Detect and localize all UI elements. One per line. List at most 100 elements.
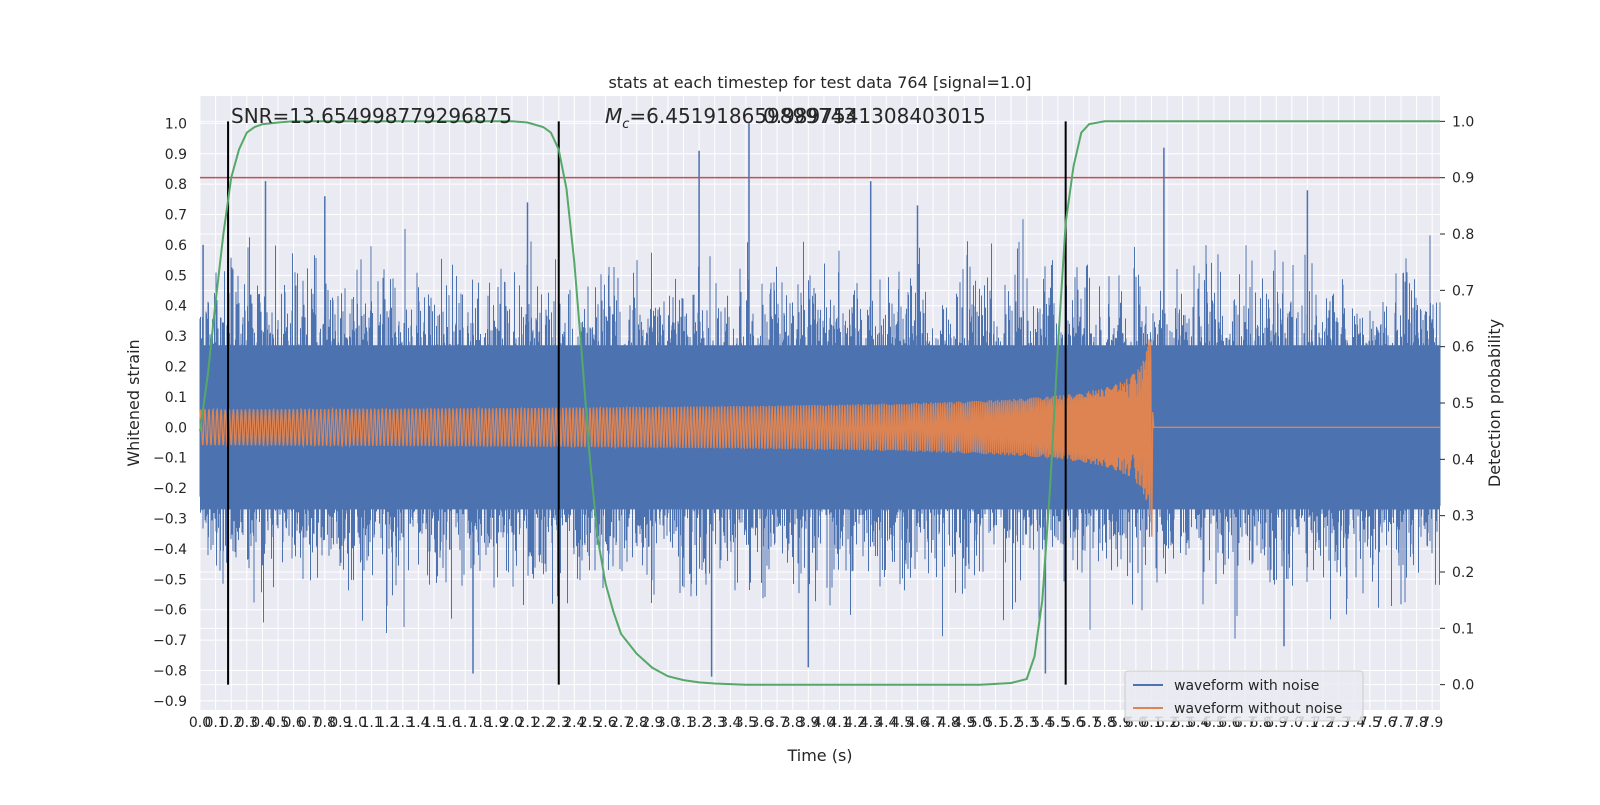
x-tick-label: 7.8 bbox=[1405, 715, 1427, 731]
x-tick-label: 2.5 bbox=[579, 715, 601, 731]
y-tick-label-left: −0.3 bbox=[153, 512, 187, 528]
y-tick-label-left: 0.9 bbox=[165, 147, 187, 163]
x-tick-label: 3.2 bbox=[688, 715, 710, 731]
x-tick-label: 5.4 bbox=[1031, 715, 1053, 731]
chart-title: stats at each timestep for test data 764… bbox=[608, 73, 1031, 92]
y-tick-label-left: 0.2 bbox=[165, 360, 187, 376]
x-tick-label: 5.1 bbox=[984, 715, 1006, 731]
x-tick-label: 4.1 bbox=[828, 715, 850, 731]
y-tick-label-left: −0.9 bbox=[153, 694, 187, 710]
x-tick-label: 2.6 bbox=[594, 715, 616, 731]
x-tick-label: 3.4 bbox=[719, 715, 741, 731]
x-tick-label: 1.2 bbox=[376, 715, 398, 731]
y-tick-label-right: 0.4 bbox=[1452, 452, 1474, 468]
y-tick-label-left: 0.0 bbox=[165, 420, 187, 436]
probability-trace bbox=[199, 120, 1440, 686]
chirp-mass-annotation: Mc=6.451918659899743 bbox=[605, 104, 856, 132]
legend-label-signal: waveform without noise bbox=[1174, 701, 1342, 717]
x-tick-label: 3.3 bbox=[704, 715, 726, 731]
x-tick-label: 3.6 bbox=[750, 715, 772, 731]
x-tick-label: 5.7 bbox=[1078, 715, 1100, 731]
y-tick-label-right: 1.0 bbox=[1452, 114, 1474, 130]
x-tick-label: 4.9 bbox=[953, 715, 975, 731]
x-tick-label: 3.1 bbox=[672, 715, 694, 731]
x-tick-label: 7.5 bbox=[1359, 715, 1381, 731]
chirp-mass-symbol: M bbox=[605, 104, 622, 128]
y-tick-label-left: 0.7 bbox=[165, 208, 187, 224]
y-tick-label-right: 0.6 bbox=[1452, 340, 1474, 356]
x-tick-label: 4.3 bbox=[860, 715, 882, 731]
y-tick-label-left: 0.5 bbox=[165, 268, 187, 284]
y-tick-label-left: 0.8 bbox=[165, 177, 187, 193]
x-tick-label: 0.5 bbox=[267, 715, 289, 731]
x-tick-label: 0.9 bbox=[329, 715, 351, 731]
x-tick-label: 2.3 bbox=[548, 715, 570, 731]
x-tick-label: 5.8 bbox=[1094, 715, 1116, 731]
x-tick-label: 7.6 bbox=[1374, 715, 1396, 731]
overlap-annotation: 0.9897541308403015 bbox=[763, 104, 986, 128]
x-axis-label: Time (s) bbox=[786, 746, 852, 765]
x-tick-label: 1.0 bbox=[345, 715, 367, 731]
legend-label-noise: waveform with noise bbox=[1174, 678, 1319, 694]
x-tick-label: 0.7 bbox=[298, 715, 320, 731]
x-tick-label: 4.0 bbox=[813, 715, 835, 731]
y-tick-label-left: 0.3 bbox=[165, 329, 187, 345]
y-axis-label-left: Whitened strain bbox=[124, 339, 143, 466]
x-tick-label: 1.7 bbox=[454, 715, 476, 731]
x-tick-label: 7.9 bbox=[1421, 715, 1443, 731]
x-tick-label: 4.5 bbox=[891, 715, 913, 731]
x-tick-label: 3.9 bbox=[797, 715, 819, 731]
x-tick-label: 1.6 bbox=[438, 715, 460, 731]
clean-waveform-trace bbox=[199, 339, 1440, 537]
y-tick-label-right: 0.9 bbox=[1452, 171, 1474, 187]
x-tick-label: 5.0 bbox=[969, 715, 991, 731]
x-tick-label: 4.4 bbox=[875, 715, 897, 731]
x-tick-label: 1.4 bbox=[407, 715, 429, 731]
x-tick-label: 0.2 bbox=[220, 715, 242, 731]
x-tick-label: 1.9 bbox=[485, 715, 507, 731]
y-tick-label-left: −0.5 bbox=[153, 572, 187, 588]
legend-box bbox=[1124, 670, 1364, 722]
x-tick-label: 5.6 bbox=[1062, 715, 1084, 731]
x-tick-label: 2.8 bbox=[626, 715, 648, 731]
x-tick-label: 7.7 bbox=[1390, 715, 1412, 731]
x-tick-label: 4.7 bbox=[922, 715, 944, 731]
y-tick-label-left: 0.6 bbox=[165, 238, 187, 254]
y-tick-label-right: 0.0 bbox=[1452, 678, 1474, 694]
y-tick-label-right: 0.7 bbox=[1452, 283, 1474, 299]
x-tick-label: 0.8 bbox=[314, 715, 336, 731]
x-tick-label: 2.0 bbox=[501, 715, 523, 731]
x-tick-label: 1.8 bbox=[470, 715, 492, 731]
x-tick-label: 4.6 bbox=[906, 715, 928, 731]
x-tick-label: 2.2 bbox=[532, 715, 554, 731]
x-tick-label: 0.6 bbox=[282, 715, 304, 731]
y-tick-label-right: 0.1 bbox=[1452, 621, 1474, 637]
x-tick-label: 1.1 bbox=[360, 715, 382, 731]
x-tick-label: 2.1 bbox=[516, 715, 538, 731]
x-tick-label: 5.3 bbox=[1016, 715, 1038, 731]
x-tick-label: 0.3 bbox=[236, 715, 258, 731]
y-tick-label-left: −0.6 bbox=[153, 603, 187, 619]
y-tick-label-right: 0.3 bbox=[1452, 509, 1474, 525]
series-detection-probability bbox=[199, 120, 1440, 686]
y-tick-label-left: −0.7 bbox=[153, 633, 187, 649]
y-tick-label-left: 0.1 bbox=[165, 390, 187, 406]
y-tick-label-right: 0.8 bbox=[1452, 227, 1474, 243]
x-tick-label: 2.4 bbox=[563, 715, 585, 731]
vertical-markers bbox=[227, 121, 1067, 685]
y-tick-label-left: −0.8 bbox=[153, 663, 187, 679]
x-tick-label: 4.2 bbox=[844, 715, 866, 731]
y-tick-label-left: 1.0 bbox=[165, 116, 187, 132]
y-tick-label-right: 0.2 bbox=[1452, 565, 1474, 581]
x-tick-label: 0.1 bbox=[204, 715, 226, 731]
x-tick-label: 2.9 bbox=[641, 715, 663, 731]
y-tick-label-left: −0.4 bbox=[153, 542, 187, 558]
chirp-mass-value: =6.451918659899743 bbox=[629, 104, 856, 128]
x-tick-label: 0.0 bbox=[189, 715, 211, 731]
y-axis-label-right: Detection probability bbox=[1485, 319, 1504, 487]
x-tick-label: 3.5 bbox=[735, 715, 757, 731]
y-tick-label-left: −0.2 bbox=[153, 481, 187, 497]
y-tick-label-left: −0.1 bbox=[153, 451, 187, 467]
x-tick-label: 3.0 bbox=[657, 715, 679, 731]
